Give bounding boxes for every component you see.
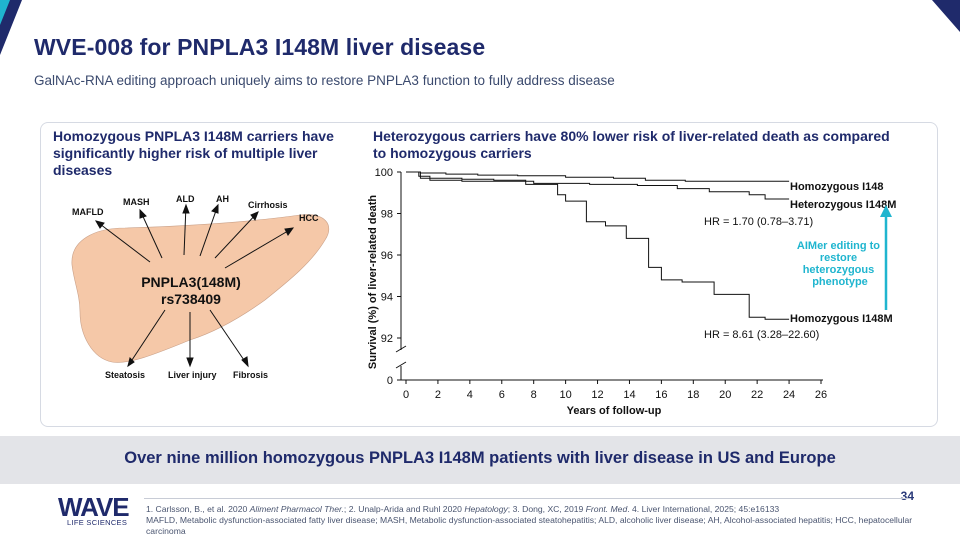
disease-label-steatosis: Steatosis [105,370,146,380]
center-label-gene: PNPLA3(148M) [141,274,241,290]
disease-label-ald: ALD [176,194,195,204]
page-number: 34 [900,489,914,503]
left-panel-heading: Homozygous PNPLA3 I148M carriers have si… [53,128,334,178]
banner [0,436,960,484]
disease-label-hcc: HCC [299,213,319,223]
disease-label-cirrhosis: Cirrhosis [248,200,288,210]
disease-label-fibrosis: Fibrosis [233,370,269,380]
page-subtitle: GalNAc-RNA editing approach uniquely aim… [34,73,615,88]
footer-divider [144,498,910,499]
references: 1. Carlsson, B., et al. 2020 Aliment Pha… [146,504,926,537]
corner-accent-top-left [0,0,22,55]
center-label-variant: rs738409 [161,291,221,307]
banner-text: Over nine million homozygous PNPLA3 I148… [124,449,836,467]
reference-line-1: 1. Carlsson, B., et al. 2020 Aliment Pha… [146,504,780,514]
page-title: WVE-008 for PNPLA3 I148M liver disease [34,34,486,60]
right-panel-heading: Heterozygous carriers have 80% lower ris… [373,128,890,161]
corner-accent-top-right [932,0,960,32]
wave-logo-subtitle: LIFE SCIENCES [67,518,128,527]
reference-line-2: MAFLD, Metabolic dysfunction-associated … [146,515,913,536]
disease-label-mash: MASH [123,197,150,207]
wave-logo: WAVE [58,492,130,522]
disease-label-liver-injury: Liver injury [168,370,217,380]
disease-label-ah: AH [216,194,229,204]
disease-label-mafld: MAFLD [72,207,104,217]
diagram-center-label: PNPLA3(148M) rs738409 [125,274,257,308]
